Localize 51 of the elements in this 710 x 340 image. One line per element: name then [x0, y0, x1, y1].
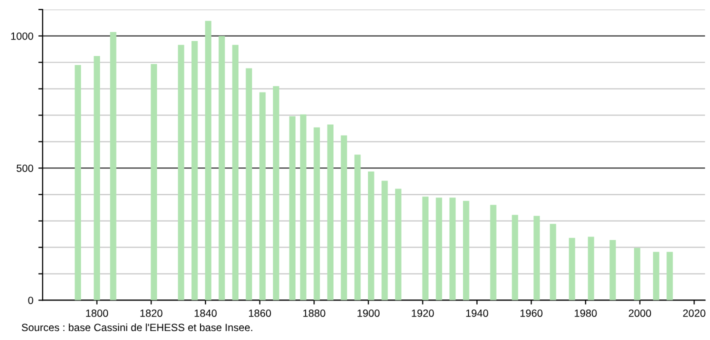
bar — [395, 188, 402, 300]
bar — [259, 92, 266, 300]
bar — [666, 252, 673, 300]
bar — [568, 238, 576, 300]
x-tick-label: 1960 — [520, 310, 542, 317]
bar — [588, 236, 594, 300]
bar — [272, 86, 280, 300]
x-tick-label: 1900 — [358, 310, 380, 317]
bar — [463, 200, 470, 300]
bar — [289, 116, 296, 300]
x-tick-label: 2000 — [628, 310, 652, 317]
bar — [205, 20, 212, 300]
x-tick-label: 1860 — [249, 310, 271, 317]
bar — [534, 216, 540, 300]
bar — [327, 124, 334, 300]
bar — [218, 36, 225, 300]
bar — [512, 214, 518, 300]
bar — [653, 252, 660, 300]
bar — [192, 40, 198, 300]
bar — [368, 172, 374, 300]
bar — [449, 198, 456, 300]
bar — [490, 204, 496, 300]
x-tick-label: 1940 — [466, 310, 488, 317]
bar — [300, 114, 306, 300]
bar — [314, 127, 320, 300]
x-tick-label: 1820 — [140, 310, 162, 317]
x-tick-label: 1840 — [194, 310, 217, 317]
bar — [382, 180, 388, 300]
bar — [354, 154, 361, 300]
y-tick-label: 1000 — [11, 32, 34, 40]
bar — [340, 135, 348, 300]
bar — [150, 64, 158, 300]
bar — [634, 248, 640, 300]
bar — [94, 56, 100, 300]
y-tick-label: 500 — [16, 164, 34, 172]
bar — [610, 240, 616, 300]
bar — [110, 32, 116, 300]
x-tick-label: 1980 — [574, 310, 597, 317]
source-note: Sources : base Cassini de l'EHESS et base Insee. — [22, 323, 252, 332]
bar — [422, 196, 429, 300]
x-tick-label: 1800 — [86, 310, 108, 317]
x-tick-label: 1920 — [412, 310, 434, 317]
x-tick-label: 1880 — [303, 310, 326, 317]
bar — [550, 224, 556, 300]
bar — [436, 198, 442, 300]
bar — [232, 44, 238, 300]
y-tick-label: 0 — [28, 296, 34, 304]
x-tick-label: 2020 — [683, 310, 706, 317]
bar — [246, 68, 252, 300]
bar — [74, 65, 82, 300]
bar — [178, 44, 184, 300]
